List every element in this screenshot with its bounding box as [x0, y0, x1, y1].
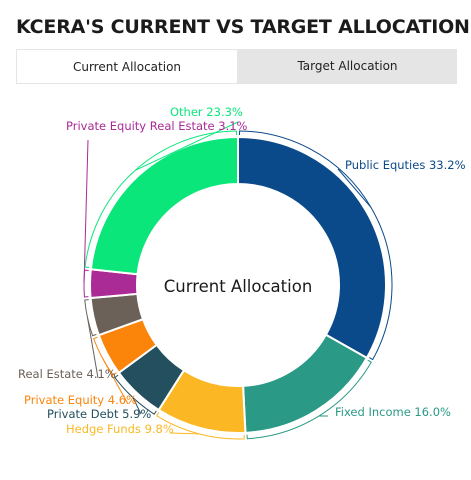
- leader-line-private-equity-real-estate: [83, 139, 89, 284]
- slice-public-equties[interactable]: [237, 135, 387, 360]
- donut-center-label: Current Allocation: [164, 277, 313, 296]
- data-label-private-debt: Private Debt 5.9%: [47, 407, 151, 421]
- leader-line-private-equity: [101, 357, 129, 405]
- leader-line-public-equties: [337, 168, 372, 208]
- leader-line-real-estate: [87, 318, 99, 379]
- leader-bracket-hedge-funds: [156, 412, 245, 440]
- data-label-public-equties: Public Equties 33.2%: [345, 158, 466, 172]
- allocation-tabs: Current Allocation Target Allocation: [16, 49, 457, 84]
- slice-other[interactable]: [89, 135, 239, 276]
- tab-target-allocation[interactable]: Target Allocation: [238, 49, 457, 83]
- leader-bracket-real-estate: [84, 299, 97, 337]
- data-label-hedge-funds: Hedge Funds 9.8%: [66, 422, 174, 436]
- leader-line-hedge-funds: [169, 432, 199, 435]
- data-label-private-equity-real-estate: Private Equity Real Estate 3.1%: [66, 119, 248, 133]
- data-label-real-estate: Real Estate 4.1%: [18, 367, 116, 381]
- page-title: KCERA'S CURRENT VS TARGET ALLOCATION: [16, 16, 470, 38]
- leader-line-private-debt: [132, 397, 142, 415]
- leader-line-other: [134, 121, 239, 171]
- data-label-private-equity: Private Equity 4.6%: [24, 393, 137, 407]
- tab-current-allocation[interactable]: Current Allocation: [16, 49, 238, 83]
- leader-bracket-other: [84, 130, 237, 269]
- leader-bracket-fixed-income: [246, 359, 372, 440]
- data-label-other: Other 23.3%: [170, 105, 243, 119]
- data-label-fixed-income: Fixed Income 16.0%: [335, 405, 451, 419]
